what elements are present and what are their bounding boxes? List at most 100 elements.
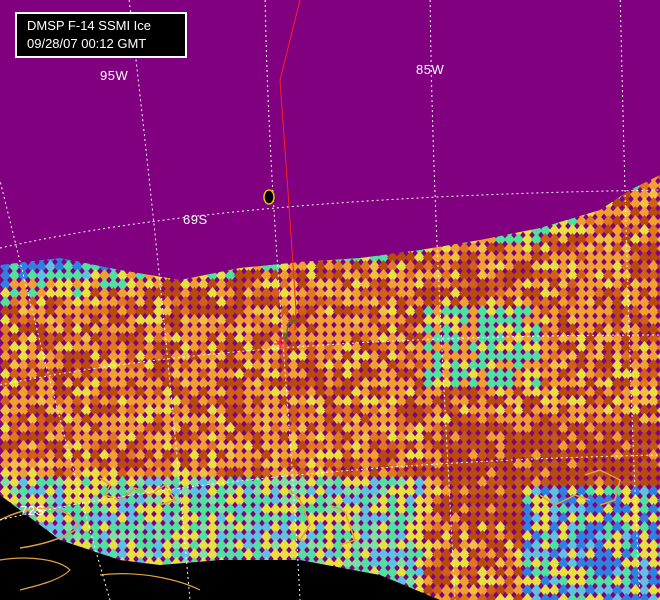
ice-cell — [486, 575, 497, 588]
ice-cell — [621, 485, 632, 498]
ice-cell — [279, 494, 290, 507]
ice-cell — [27, 260, 38, 273]
ice-cell — [594, 548, 605, 561]
ice-cell — [540, 341, 551, 354]
ice-cell — [270, 476, 281, 489]
ice-cell — [117, 449, 128, 462]
ice-cell — [72, 494, 83, 507]
ice-cell — [279, 368, 290, 381]
ice-cell — [279, 449, 290, 462]
ice-cell — [81, 386, 92, 399]
ice-cell — [513, 584, 524, 597]
ice-cell — [387, 260, 398, 273]
ice-cell — [468, 494, 479, 507]
ice-cell — [243, 323, 254, 336]
ice-cell — [558, 242, 569, 255]
ice-cell — [432, 485, 443, 498]
ice-cell — [180, 332, 191, 345]
ice-cell — [558, 566, 569, 579]
ice-cell — [288, 377, 299, 390]
ice-cell — [153, 314, 164, 327]
ice-cell — [279, 458, 290, 471]
ice-cell — [108, 413, 119, 426]
ice-cell — [198, 305, 209, 318]
ice-cell — [162, 521, 173, 534]
ice-cell — [405, 287, 416, 300]
ice-cell — [9, 377, 20, 390]
ice-cell — [576, 368, 587, 381]
ice-cell — [144, 296, 155, 309]
ice-cell — [171, 422, 182, 435]
ice-cell — [342, 395, 353, 408]
ice-cell — [603, 566, 614, 579]
ice-cell — [216, 494, 227, 507]
ice-cell — [405, 305, 416, 318]
ice-cell — [540, 458, 551, 471]
ice-cell — [432, 539, 443, 552]
ice-cell — [234, 305, 245, 318]
longitude-line-85w — [429, 0, 456, 600]
ice-cell — [126, 305, 137, 318]
ice-cell — [369, 359, 380, 372]
ice-cell — [387, 467, 398, 480]
ice-cell — [531, 476, 542, 489]
ice-cell — [567, 539, 578, 552]
ice-cell — [630, 233, 641, 246]
ice-cell — [306, 440, 317, 453]
ice-cell — [261, 449, 272, 462]
ice-cell — [225, 485, 236, 498]
ice-cell — [585, 368, 596, 381]
ice-cell — [423, 377, 434, 390]
ice-cell — [585, 512, 596, 525]
ice-cell — [63, 359, 74, 372]
ice-cell — [639, 485, 650, 498]
ice-cell — [405, 314, 416, 327]
ice-cell — [378, 278, 389, 291]
ice-cell — [270, 485, 281, 498]
ice-cell — [594, 215, 605, 228]
ice-cell — [207, 395, 218, 408]
ice-cell — [351, 494, 362, 507]
ice-cell — [567, 251, 578, 264]
ice-cell — [189, 296, 200, 309]
ice-cell — [261, 440, 272, 453]
ice-cell — [99, 341, 110, 354]
ice-cell — [270, 395, 281, 408]
ice-cell — [558, 350, 569, 363]
ice-cell — [351, 539, 362, 552]
ice-cell — [522, 584, 533, 597]
ice-cell — [189, 548, 200, 561]
ice-cell — [459, 494, 470, 507]
ice-cell — [459, 260, 470, 273]
ice-cell — [279, 521, 290, 534]
ice-cell — [603, 305, 614, 318]
ice-cell — [216, 314, 227, 327]
ice-cell — [549, 530, 560, 543]
ice-cell — [459, 530, 470, 543]
ice-cell — [351, 476, 362, 489]
ice-cell — [90, 458, 101, 471]
ice-cell — [630, 350, 641, 363]
ice-cell — [540, 485, 551, 498]
ice-cell — [90, 521, 101, 534]
ice-cell — [153, 539, 164, 552]
ice-cell — [180, 530, 191, 543]
ice-cell — [576, 251, 587, 264]
ice-cell — [540, 422, 551, 435]
ice-cell — [450, 494, 461, 507]
ice-cell — [477, 278, 488, 291]
ice-cell — [0, 458, 11, 471]
ice-cell — [495, 548, 506, 561]
label-95w: 95W — [100, 68, 129, 83]
ice-cell — [297, 332, 308, 345]
ice-cell — [540, 521, 551, 534]
ice-cell — [162, 323, 173, 336]
ice-cell — [414, 287, 425, 300]
ice-cell — [576, 575, 587, 588]
ice-cell — [531, 314, 542, 327]
ice-cell — [648, 530, 659, 543]
ice-cell — [18, 404, 29, 417]
ice-cell — [243, 431, 254, 444]
ice-cell — [405, 512, 416, 525]
